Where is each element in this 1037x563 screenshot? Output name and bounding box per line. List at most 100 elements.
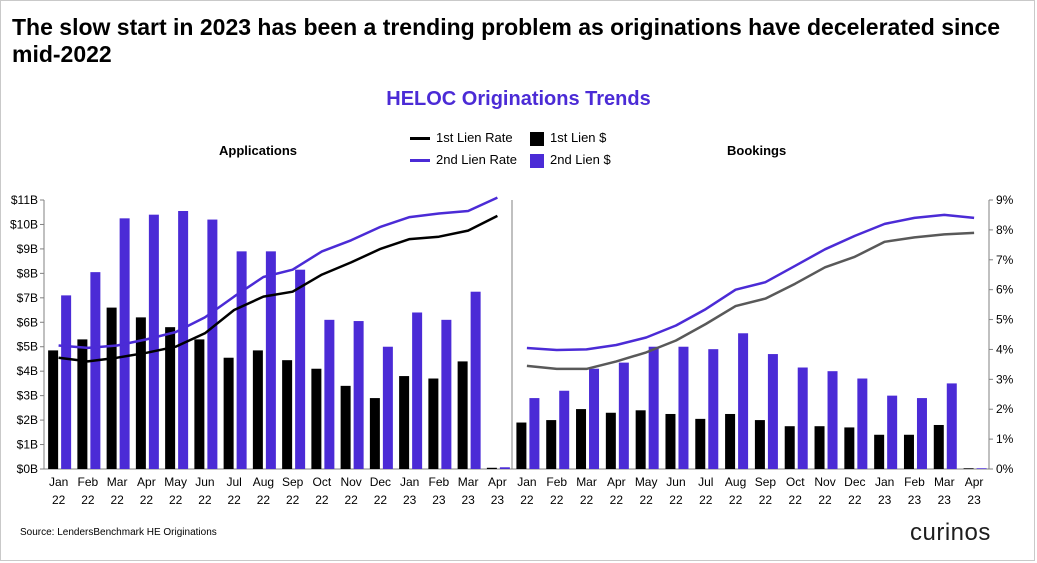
x-tick-label-month: Aug (253, 475, 274, 489)
x-tick-label-year: 23 (938, 493, 952, 507)
left-axis-tick-label: $11B (11, 193, 38, 207)
left-axis-tick-label: $7B (17, 291, 38, 305)
x-tick-label-year: 22 (789, 493, 803, 507)
right-axis-tick-label: 1% (996, 432, 1014, 446)
x-tick-label-year: 22 (818, 493, 832, 507)
x-tick-label-year: 22 (669, 493, 683, 507)
x-tick-label-year: 22 (759, 493, 773, 507)
bar-applications-2nd-lien (324, 319, 335, 469)
x-tick-label-month: Nov (340, 475, 361, 489)
x-tick-label-year: 23 (878, 493, 892, 507)
bar-bookings-2nd-lien (708, 349, 719, 469)
bar-bookings-1st-lien (695, 418, 706, 469)
x-tick-label-year: 22 (286, 493, 300, 507)
bar-applications-2nd-lien (61, 295, 72, 469)
bar-applications-2nd-lien (295, 269, 306, 469)
bar-bookings-1st-lien (784, 426, 795, 469)
bar-bookings-1st-lien (814, 426, 825, 469)
bar-bookings-2nd-lien (916, 398, 927, 469)
x-tick-label-year: 23 (461, 493, 475, 507)
x-tick-label-year: 23 (967, 493, 981, 507)
bar-applications-1st-lien (106, 307, 117, 469)
bar-bookings-2nd-lien (767, 354, 778, 469)
bar-bookings-1st-lien (576, 409, 587, 469)
left-axis-tick-label: $2B (17, 413, 38, 427)
x-tick-label-month: Apr (137, 475, 156, 489)
x-tick-label-month: Mar (458, 475, 479, 489)
bar-bookings-1st-lien (874, 434, 885, 469)
right-axis-tick-label: 0% (996, 462, 1014, 476)
bar-bookings-2nd-lien (618, 362, 629, 469)
legend-line-marker (410, 137, 430, 141)
right-axis-tick-label: 4% (996, 342, 1014, 356)
bar-applications-1st-lien (223, 357, 234, 469)
x-tick-label-month: Aug (725, 475, 746, 489)
bar-bookings-2nd-lien (887, 395, 898, 469)
left-axis-tick-label: $9B (17, 242, 38, 256)
left-axis-tick-label: $0B (17, 462, 38, 476)
x-tick-label-year: 22 (198, 493, 212, 507)
right-axis-tick-label: 3% (996, 372, 1014, 386)
bar-bookings-1st-lien (844, 427, 855, 469)
x-tick-label-month: Mar (107, 475, 128, 489)
bar-applications-1st-lien (135, 317, 146, 469)
x-tick-label-year: 22 (140, 493, 154, 507)
bar-applications-1st-lien (311, 368, 322, 469)
x-tick-label-year: 22 (52, 493, 66, 507)
x-tick-label-month: Jan (400, 475, 419, 489)
x-tick-label-year: 22 (81, 493, 95, 507)
bar-applications-1st-lien (77, 339, 88, 469)
chart-legend: 1st Lien Rate 1st Lien $ 2nd Lien Rate 2… (410, 128, 650, 172)
legend-line-marker (410, 159, 430, 163)
bar-bookings-1st-lien (933, 424, 944, 469)
bar-applications-2nd-lien (353, 321, 364, 469)
bar-applications-2nd-lien (412, 312, 423, 469)
curinos-logo: curinos (910, 519, 991, 546)
x-tick-label-year: 23 (908, 493, 922, 507)
bar-applications-2nd-lien (236, 251, 247, 469)
legend-swatch-marker (530, 153, 544, 168)
x-tick-label-year: 22 (227, 493, 241, 507)
bar-applications-2nd-lien (382, 346, 393, 469)
bar-applications-1st-lien (340, 385, 351, 469)
x-tick-label-year: 22 (374, 493, 388, 507)
legend-label: 1st Lien $ (550, 130, 607, 145)
bar-bookings-2nd-lien (559, 390, 570, 469)
x-tick-label-year: 22 (520, 493, 534, 507)
x-tick-label-month: Apr (965, 475, 984, 489)
bar-applications-1st-lien (165, 327, 176, 469)
line-bookings-1st-lien-rate (526, 231, 975, 371)
x-tick-label-month: Oct (786, 475, 805, 489)
bar-bookings-2nd-lien (797, 367, 808, 469)
left-axis-tick-label: $4B (17, 364, 38, 378)
x-tick-label-month: Apr (607, 475, 626, 489)
x-tick-label-month: Dec (370, 475, 391, 489)
bar-bookings-2nd-lien (589, 368, 600, 469)
x-tick-label-month: Feb (429, 475, 450, 489)
x-tick-label-month: Jan (49, 475, 68, 489)
source-note: Source: LendersBenchmark HE Originations (20, 527, 217, 538)
x-tick-label-month: Oct (313, 475, 332, 489)
x-tick-label-year: 22 (550, 493, 564, 507)
x-tick-label-month: Jul (226, 475, 241, 489)
line-applications-1st-lien-rate (58, 214, 498, 363)
left-axis-tick-label: $10B (10, 217, 38, 231)
bar-applications-1st-lien (399, 376, 410, 469)
panel-title-applications: Applications (219, 143, 298, 158)
left-axis-tick-label: $8B (17, 266, 38, 280)
bar-bookings-1st-lien (546, 420, 557, 469)
left-axis-tick-label: $6B (17, 315, 38, 329)
bar-applications-1st-lien (252, 350, 263, 469)
x-tick-label-month: Sep (282, 475, 304, 489)
x-tick-label-month: Jan (875, 475, 894, 489)
bar-bookings-1st-lien (725, 413, 736, 469)
bar-bookings-2nd-lien (976, 468, 987, 469)
x-tick-label-month: Mar (576, 475, 597, 489)
bar-bookings-1st-lien (635, 410, 646, 469)
chart-title: HELOC Originations Trends (386, 88, 651, 110)
bar-applications-1st-lien (369, 398, 380, 469)
line-bookings-2nd-lien-rate (526, 213, 975, 352)
bar-bookings-1st-lien (963, 468, 974, 469)
bar-applications-2nd-lien (265, 251, 276, 469)
